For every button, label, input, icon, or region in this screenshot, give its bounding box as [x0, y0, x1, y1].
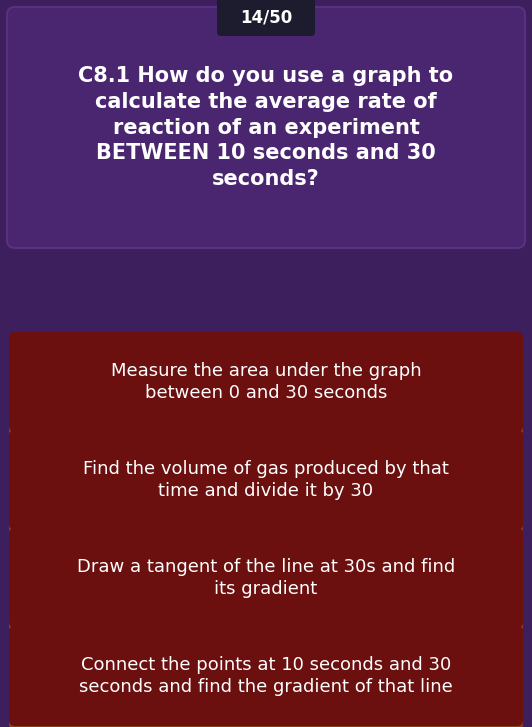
FancyBboxPatch shape: [9, 332, 523, 432]
FancyBboxPatch shape: [9, 626, 523, 726]
Text: 14/50: 14/50: [240, 8, 292, 26]
FancyBboxPatch shape: [9, 336, 523, 436]
FancyBboxPatch shape: [7, 7, 525, 248]
Text: Draw a tangent of the line at 30s and find
its gradient: Draw a tangent of the line at 30s and fi…: [77, 558, 455, 598]
Text: C8.1 How do you use a graph to
calculate the average rate of
reaction of an expe: C8.1 How do you use a graph to calculate…: [78, 66, 454, 189]
FancyBboxPatch shape: [9, 430, 523, 530]
Text: Find the volume of gas produced by that
time and divide it by 30: Find the volume of gas produced by that …: [83, 459, 449, 500]
FancyBboxPatch shape: [9, 434, 523, 534]
Text: Connect the points at 10 seconds and 30
seconds and find the gradient of that li: Connect the points at 10 seconds and 30 …: [79, 656, 453, 696]
FancyBboxPatch shape: [9, 630, 523, 727]
Text: Measure the area under the graph
between 0 and 30 seconds: Measure the area under the graph between…: [111, 361, 421, 403]
FancyBboxPatch shape: [9, 528, 523, 628]
FancyBboxPatch shape: [217, 0, 315, 36]
FancyBboxPatch shape: [9, 532, 523, 632]
